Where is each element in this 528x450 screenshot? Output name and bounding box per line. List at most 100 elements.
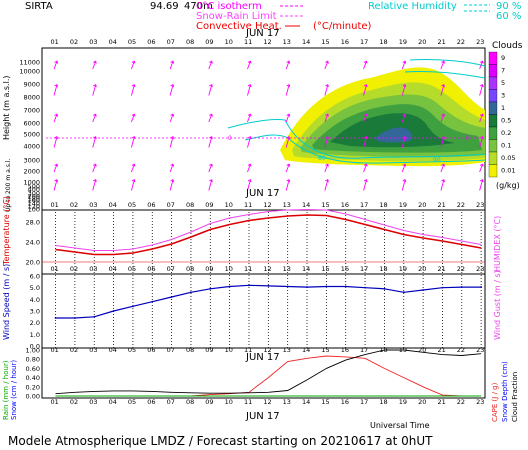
wind-point <box>209 287 212 290</box>
hour-tick-wind-12: 12 <box>263 346 271 354</box>
wind-point <box>286 285 289 288</box>
hour-tick-temp-08: 08 <box>186 265 194 273</box>
wind-barb-arrow <box>363 179 368 191</box>
dynamic-layer: 01 02 03 04 05 06 07 08 09 10 11 12 13 14 15 16 17 18 19 20… <box>26 38 485 406</box>
hour-tick-cloud-08: 08 <box>186 201 194 209</box>
hour-tick-temp-01: 01 <box>51 265 59 273</box>
colorbar-tick-0.01: 0.01 <box>501 167 515 175</box>
wind-barb-arrow <box>247 60 252 70</box>
temp-ytick-20.0: 20.0 <box>26 259 40 267</box>
precip-ytick-0.00: 0.00 <box>26 393 40 401</box>
colorbar-units: (g/kg) <box>496 181 520 190</box>
hour-tick-temp-17: 17 <box>360 265 368 273</box>
hour-tick-precip-12: 12 <box>263 398 271 406</box>
temperature-ylabel: Temperature (°C) <box>2 196 11 266</box>
wind-barb-arrow <box>479 60 484 70</box>
wind-barb-arrow <box>285 113 291 123</box>
cloud-ylabel: Height (m a.s.l.) <box>2 76 11 141</box>
wind-barb-arrow <box>208 136 213 148</box>
colorbar-swatch-6 <box>488 126 498 140</box>
hour-tick-cloud-14: 14 <box>302 201 310 209</box>
hour-tick-cloud-17: 17 <box>360 201 368 209</box>
hour-tick-temp-12: 12 <box>263 265 271 273</box>
cloud-ytick-1000: 1000 <box>23 179 40 187</box>
hour-tick-top-06: 06 <box>147 38 155 46</box>
wind-ytick-2.0: 2.0 <box>30 319 40 327</box>
hour-tick-wind-20: 20 <box>418 346 426 354</box>
wind-point <box>364 286 366 289</box>
hour-tick-top-19: 19 <box>399 38 407 46</box>
hour-tick-cloud-03: 03 <box>89 201 97 209</box>
universal-time-label: Universal Time <box>370 421 430 430</box>
wind-point <box>344 285 347 288</box>
wind-barb-arrow <box>324 136 329 148</box>
hour-tick-top-16: 16 <box>341 38 349 46</box>
date-label-precip: JUN 17 <box>245 352 280 363</box>
hour-tick-temp-05: 05 <box>128 265 136 273</box>
hour-tick-top-02: 02 <box>70 38 78 46</box>
precip-ytick-0.80: 0.80 <box>26 356 40 364</box>
hour-tick-top-12: 12 <box>263 38 271 46</box>
wind-ylabel: Wind Speed (m / s) <box>2 264 11 340</box>
wind-point <box>73 317 76 319</box>
hour-tick-top-14: 14 <box>302 38 310 46</box>
rh-60-label: 60 % <box>496 11 521 22</box>
hour-tick-precip-23: 23 <box>476 398 484 406</box>
hour-tick-cloud-07: 07 <box>167 201 175 209</box>
temp-ytick-28.0: 28.0 <box>26 219 40 227</box>
wind-point <box>422 289 424 291</box>
legend-isotherm-label: 0°C isotherm <box>196 1 262 12</box>
colorbar-swatch-7 <box>488 139 498 153</box>
wind-barb-arrow <box>169 84 175 96</box>
hour-tick-temp-07: 07 <box>167 265 175 273</box>
hour-tick-cloud-11: 11 <box>244 201 252 209</box>
wind-barb-arrow <box>440 84 445 96</box>
hour-tick-precip-08: 08 <box>186 398 194 406</box>
hour-tick-precip-20: 20 <box>418 398 426 406</box>
cloud-ytick-400: 400 <box>28 186 40 194</box>
cloud-contour-1 <box>375 127 413 143</box>
rh-contour-90 <box>227 58 486 159</box>
colorbar-tick-9: 9 <box>501 54 505 62</box>
hour-tick-cloud-05: 05 <box>128 201 136 209</box>
cloud-ytick-300: 300 <box>28 190 40 198</box>
wind-barb-arrow <box>169 113 175 123</box>
hour-tick-precip-16: 16 <box>341 398 349 406</box>
hour-tick-cloud-12: 12 <box>263 201 271 209</box>
hour-tick-cloud-21: 21 <box>437 201 445 209</box>
hour-tick-top-21: 21 <box>437 38 445 46</box>
hour-tick-wind-01: 01 <box>51 346 59 354</box>
wind-barb-arrow <box>130 60 136 70</box>
hour-tick-cloud-09: 09 <box>205 201 213 209</box>
hour-tick-top-07: 07 <box>167 38 175 46</box>
wind-point <box>132 305 134 308</box>
wind-barb-arrow <box>324 84 329 96</box>
hour-tick-wind-02: 02 <box>70 346 78 354</box>
wind-ytick-0.0: 0.0 <box>30 343 40 351</box>
cloud-ytick-200: 200 <box>28 193 40 201</box>
rh-contour-60 <box>244 70 486 164</box>
hour-tick-temp-20: 20 <box>418 265 426 273</box>
gust-ylabel: Wind Gust (m / s) <box>493 270 502 340</box>
colorbar-tick-0.05: 0.05 <box>501 154 515 162</box>
hour-tick-cloud-13: 13 <box>283 201 291 209</box>
colorbar-tick-5: 5 <box>501 79 505 87</box>
wind-barb-arrow <box>440 113 445 123</box>
wind-ytick-1.0: 1.0 <box>30 331 40 339</box>
colorbar-swatch-9 <box>488 164 498 178</box>
hour-tick-precip-02: 02 <box>70 398 78 406</box>
cloud-ytick-9000: 9000 <box>23 81 40 89</box>
series-humidex <box>55 208 482 251</box>
wind-point <box>402 291 405 294</box>
wind-barb-arrow <box>479 179 484 191</box>
wind-point <box>441 286 444 289</box>
colorbar-swatch-0 <box>488 51 498 65</box>
legend-rh-label: Relative Humidity <box>368 1 457 12</box>
wind-barb-arrow <box>285 84 291 96</box>
wind-barb-arrow <box>401 179 407 191</box>
wind-barb-arrow <box>247 113 252 123</box>
hour-tick-wind-09: 09 <box>205 346 213 354</box>
wind-point <box>170 296 173 298</box>
rh-contour-label-90: 90 <box>433 157 441 164</box>
wind-barb-arrow <box>401 60 407 70</box>
